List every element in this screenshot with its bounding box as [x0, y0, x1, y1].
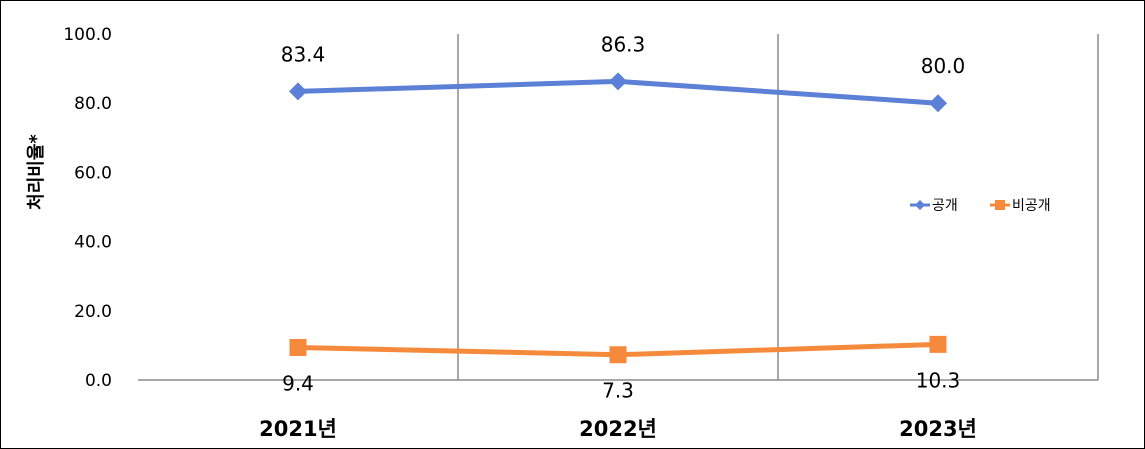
- data-label: 10.3: [916, 368, 961, 392]
- data-point: [289, 82, 307, 101]
- y-tick-label: 40.0: [74, 233, 112, 253]
- data-label: 83.4: [281, 42, 326, 66]
- x-tick-label: 2022년: [579, 417, 657, 441]
- data-point: [609, 346, 627, 364]
- data-point: [929, 94, 947, 113]
- legend-marker: [995, 200, 1005, 210]
- y-tick-label: 60.0: [74, 163, 112, 183]
- axes-group: 0.0 20.0 40.0 60.0 80.0 100.0 2021년 2022년 2023년: [63, 25, 1099, 441]
- data-label: 80.0: [921, 54, 966, 78]
- y-tick-label: 20.0: [74, 302, 112, 322]
- series-group: [289, 72, 947, 364]
- x-tick-label: 2021년: [259, 417, 337, 441]
- data-point: [929, 335, 947, 353]
- legend: 공개 비공개: [910, 198, 1051, 214]
- legend-marker: [915, 200, 925, 210]
- y-tick-label: 0.0: [85, 371, 112, 391]
- labels-group: 83.4 86.3 80.0 9.4 7.3 10.3: [281, 32, 966, 402]
- y-tick-label: 100.0: [63, 25, 112, 45]
- data-label: 9.4: [282, 371, 314, 395]
- legend-label: 공개: [932, 198, 958, 214]
- data-point: [289, 338, 307, 356]
- x-tick-label: 2023년: [899, 417, 977, 441]
- legend-label: 비공개: [1012, 198, 1051, 214]
- data-label: 7.3: [602, 379, 634, 403]
- y-axis-label: 처리비율*: [26, 134, 47, 210]
- data-point: [609, 72, 627, 91]
- y-tick-label: 80.0: [74, 94, 112, 114]
- data-label: 86.3: [601, 32, 646, 56]
